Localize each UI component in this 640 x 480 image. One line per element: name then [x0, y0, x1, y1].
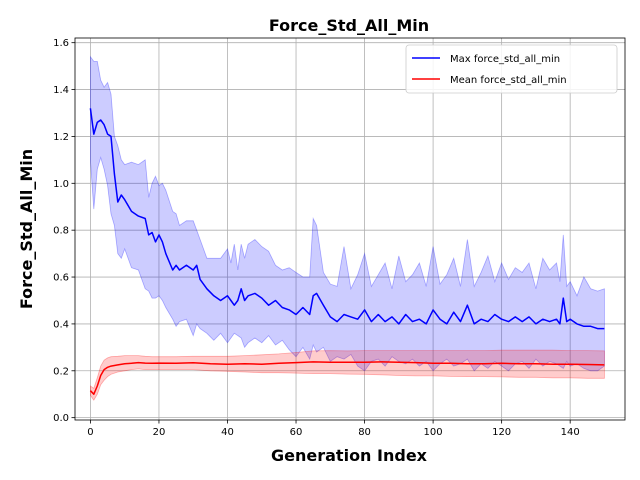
x-tick-label: 140 — [561, 427, 580, 438]
legend: Max force_std_all_min Mean force_std_all_… — [405, 44, 618, 94]
y-tick-label: 1.0 — [53, 179, 69, 190]
y-tick-label: 1.6 — [53, 38, 69, 49]
x-tick-label: 120 — [492, 427, 511, 438]
x-axis-label: Generation Index — [271, 446, 428, 465]
series-band-0 — [90, 55, 605, 372]
legend-label: Mean force_std_all_min — [450, 75, 567, 86]
x-tick-label: 0 — [87, 427, 93, 438]
y-tick-label: 1.4 — [53, 85, 69, 96]
plot-frame — [74, 37, 626, 421]
legend-box — [405, 44, 618, 94]
x-tick-label: 40 — [221, 427, 234, 438]
y-tick-label: 0.0 — [53, 413, 69, 424]
y-axis-label: Force_Std_All_Min — [17, 149, 36, 309]
x-tick-label: 80 — [358, 427, 371, 438]
series-line-0 — [89, 108, 605, 330]
y-tick-label: 0.8 — [53, 226, 69, 237]
series-line-1 — [89, 361, 605, 395]
series-lines — [89, 108, 605, 395]
y-tick-label: 0.4 — [53, 319, 69, 330]
y-tick-label: 0.2 — [53, 366, 69, 377]
legend-label: Max force_std_all_min — [450, 54, 560, 65]
confidence-bands — [90, 55, 605, 401]
axis-ticks: 0 20 40 60 80 100 120 140 0.0 0.2 0.4 0.6 0.8 1.0 1.2 1… — [53, 38, 580, 438]
series-band-1 — [90, 349, 605, 401]
x-tick-label: 100 — [424, 427, 443, 438]
y-tick-label: 1.2 — [53, 132, 69, 143]
x-tick-label: 20 — [153, 427, 166, 438]
x-tick-label: 60 — [290, 427, 303, 438]
grid — [75, 38, 625, 420]
y-tick-label: 0.6 — [53, 273, 69, 284]
chart-title: Force_Std_All_Min — [269, 16, 429, 35]
